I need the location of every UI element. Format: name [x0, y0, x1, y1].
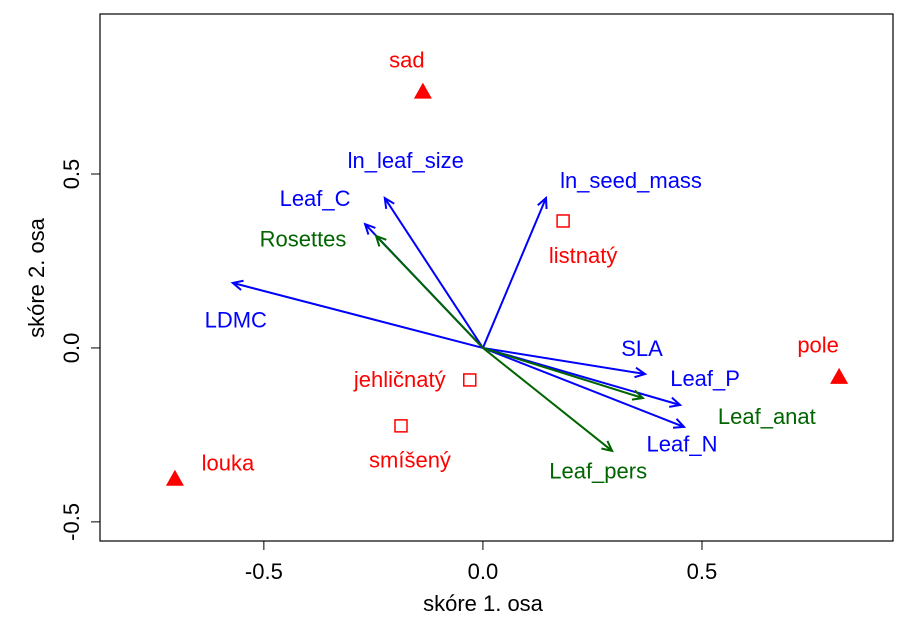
point	[165, 469, 184, 486]
arrow-label: Leaf_P	[670, 366, 740, 391]
point	[394, 419, 408, 433]
point-label: smíšený	[369, 448, 451, 473]
arrow-label: Leaf_C	[280, 186, 351, 211]
point	[413, 82, 432, 99]
arrow-label: Leaf_pers	[549, 459, 647, 484]
y-tick-label: -0.5	[59, 503, 84, 541]
arrow-label: LDMC	[205, 308, 267, 333]
arrow	[482, 347, 687, 429]
point-label: pole	[797, 333, 839, 358]
point	[830, 367, 849, 384]
plot-frame	[99, 13, 894, 542]
point	[556, 214, 570, 228]
arrow-label: Rosettes	[260, 227, 347, 252]
point-label: louka	[202, 451, 255, 476]
x-tick-label: 0.0	[468, 559, 499, 584]
arrow	[230, 279, 484, 349]
arrow-label: SLA	[621, 336, 663, 361]
point-label: sad	[389, 47, 424, 72]
y-axis-label: skóre 2. osa	[24, 217, 49, 338]
point	[463, 373, 477, 387]
y-tick-label: 0.0	[59, 333, 84, 364]
x-tick-label: 0.5	[687, 559, 718, 584]
arrow	[482, 346, 648, 379]
arrow	[383, 196, 484, 349]
point-label: listnatý	[549, 243, 617, 268]
arrow-label: ln_leaf_size	[348, 148, 464, 173]
x-axis-label: skóre 1. osa	[423, 591, 544, 616]
arrow	[482, 347, 614, 453]
arrow	[482, 346, 646, 401]
y-tick-label: 0.5	[59, 159, 84, 190]
arrow-label: Leaf_anat	[718, 404, 816, 429]
arrow	[481, 195, 548, 349]
arrow-label: Leaf_N	[647, 432, 718, 457]
arrow	[374, 234, 484, 349]
arrow-label: ln_seed_mass	[560, 168, 702, 193]
point-label: jehličnatý	[353, 367, 446, 392]
x-tick-label: -0.5	[245, 559, 283, 584]
